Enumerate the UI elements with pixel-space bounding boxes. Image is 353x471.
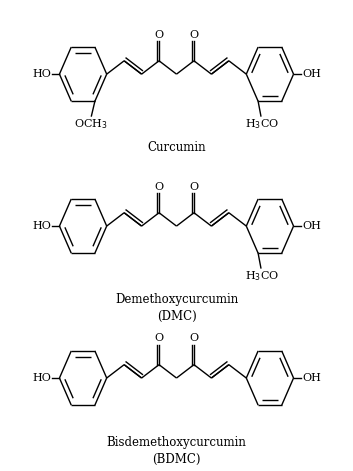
Text: O: O bbox=[155, 181, 163, 192]
Text: (DMC): (DMC) bbox=[157, 310, 196, 323]
Text: H$_3$CO: H$_3$CO bbox=[245, 269, 279, 283]
Text: OCH$_3$: OCH$_3$ bbox=[74, 117, 108, 131]
Text: Demethoxycurcumin: Demethoxycurcumin bbox=[115, 293, 238, 306]
Text: HO: HO bbox=[32, 69, 51, 79]
Text: H$_3$CO: H$_3$CO bbox=[245, 117, 279, 131]
Text: O: O bbox=[190, 333, 198, 343]
Text: O: O bbox=[190, 181, 198, 192]
Text: Curcumin: Curcumin bbox=[147, 141, 206, 154]
Text: Bisdemethoxycurcumin: Bisdemethoxycurcumin bbox=[107, 436, 246, 448]
Text: O: O bbox=[190, 30, 198, 40]
Text: OH: OH bbox=[302, 69, 321, 79]
Text: O: O bbox=[155, 333, 163, 343]
Text: O: O bbox=[155, 30, 163, 40]
Text: HO: HO bbox=[32, 221, 51, 231]
Text: (BDMC): (BDMC) bbox=[152, 453, 201, 466]
Text: OH: OH bbox=[302, 221, 321, 231]
Text: HO: HO bbox=[32, 373, 51, 383]
Text: OH: OH bbox=[302, 373, 321, 383]
